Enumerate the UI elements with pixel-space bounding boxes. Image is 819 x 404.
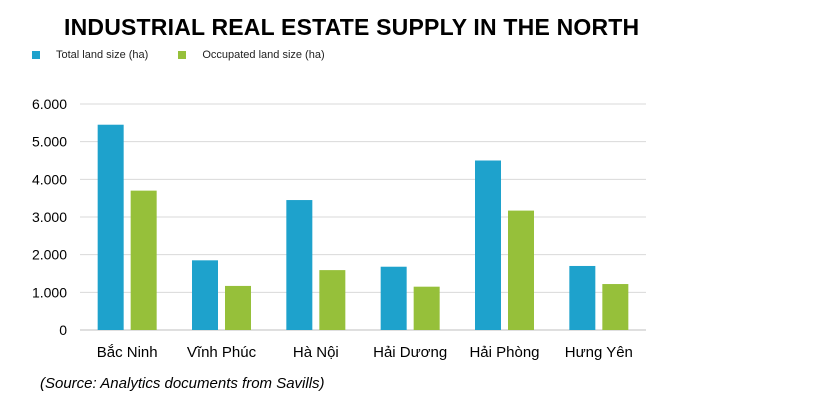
x-tick-label: Hưng Yên <box>565 344 633 361</box>
y-tick-label: 3.000 <box>32 209 67 225</box>
bar-occupied-land <box>602 284 629 330</box>
y-tick-label: 2.000 <box>32 247 67 263</box>
bar-occupied-land <box>508 210 534 330</box>
y-tick-label: 1.000 <box>32 284 67 300</box>
x-tick-label: Hải Phòng <box>469 344 539 361</box>
bar-occupied-land <box>319 270 346 330</box>
y-tick-label: 5.000 <box>32 134 67 150</box>
y-tick-label: 6.000 <box>32 96 67 112</box>
bar-total-land <box>569 265 596 330</box>
x-tick-label: Hà Nội <box>293 344 339 361</box>
bar-occupied-land <box>225 285 251 330</box>
bar-occupied-land <box>413 286 440 330</box>
legend-item-occupied: Occupated land size (ha) <box>178 49 325 61</box>
legend-swatch-total <box>32 51 40 59</box>
legend-swatch-occupied <box>178 51 187 59</box>
bar-total-land <box>380 266 407 330</box>
bar-total-land <box>475 160 501 330</box>
bar-occupied-land <box>130 190 157 330</box>
y-tick-label: 0 <box>59 322 67 338</box>
x-tick-label: Vĩnh Phúc <box>187 344 257 361</box>
bar-total-land <box>286 200 313 330</box>
source-note: (Source: Analytics documents from Savill… <box>40 375 325 392</box>
x-tick-label: Bắc Ninh <box>97 344 158 361</box>
bar-total-land <box>97 124 124 330</box>
chart-title: INDUSTRIAL REAL ESTATE SUPPLY IN THE NOR… <box>64 14 640 40</box>
legend-label-occupied: Occupated land size (ha) <box>202 49 325 61</box>
legend-item-total: Total land size (ha) <box>32 49 148 61</box>
legend-label-total: Total land size (ha) <box>56 49 149 61</box>
legend: Total land size (ha) Occupated land size… <box>32 49 355 61</box>
y-tick-label: 4.000 <box>32 171 67 187</box>
bar-total-land <box>192 260 218 330</box>
x-tick-label: Hải Dương <box>373 344 447 361</box>
